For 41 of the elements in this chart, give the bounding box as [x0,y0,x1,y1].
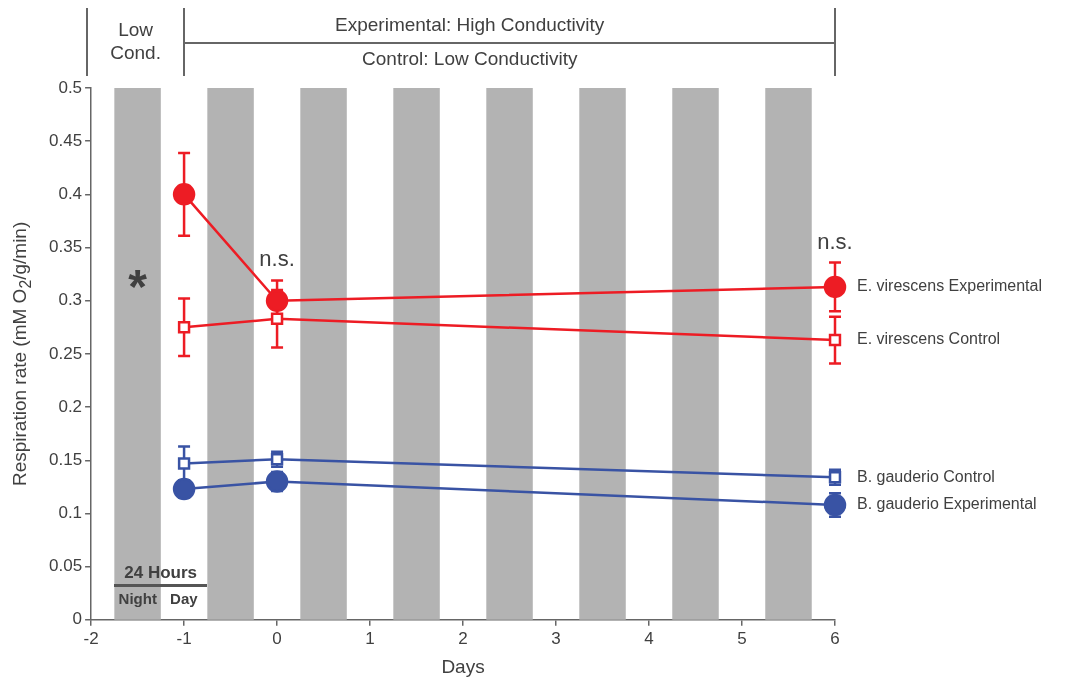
series-label: E. virescens Experimental [857,277,1042,295]
x-tick-label: 2 [458,628,468,648]
y-tick-label: 0.05 [48,556,83,576]
text: Control: Low Conductivity [362,47,578,71]
point [828,333,842,347]
point [177,321,191,334]
y-tick-label: 0.5 [58,77,83,97]
y-tick-label: 0 [72,609,83,629]
x-tick-label: -1 [176,628,192,648]
y-tick-label: 0.4 [58,184,83,204]
point [823,275,847,299]
x-tick-label: 5 [737,628,747,648]
y-tick-label: 0.25 [48,343,83,363]
series-label: B. gauderio Experimental [857,495,1037,513]
series-label: B. gauderio Control [857,467,995,485]
annotation: Day [170,589,198,607]
point [265,289,289,312]
x-axis-title: Days [441,655,485,677]
point [270,312,284,325]
x-tick-label: 6 [830,628,840,648]
annotation: n.s. [817,229,853,255]
y-tick-label: 0.45 [48,130,83,150]
annotation: * [128,260,148,314]
y-tick-label: 0.3 [58,290,83,310]
y-tick-label: 0.15 [48,449,83,469]
annotation: 24 Hours [124,562,198,583]
y-tick-label: 0.2 [58,396,83,416]
x-tick-label: 4 [644,628,654,648]
point [823,493,847,517]
text: Low Cond. [109,19,162,65]
x-tick-label: 1 [365,628,375,648]
y-tick-label: 0.1 [58,503,83,523]
annotation: n.s. [259,245,295,271]
y-tick-label: 0.35 [48,237,83,257]
text: Experimental: High Conductivity [335,13,605,37]
point [172,183,196,206]
series-label: E. virescens Control [857,330,1001,348]
annotation: Night [118,589,157,607]
x-tick-label: 3 [551,628,561,648]
x-tick-label: 0 [272,628,282,648]
x-tick-label: -2 [83,628,99,648]
